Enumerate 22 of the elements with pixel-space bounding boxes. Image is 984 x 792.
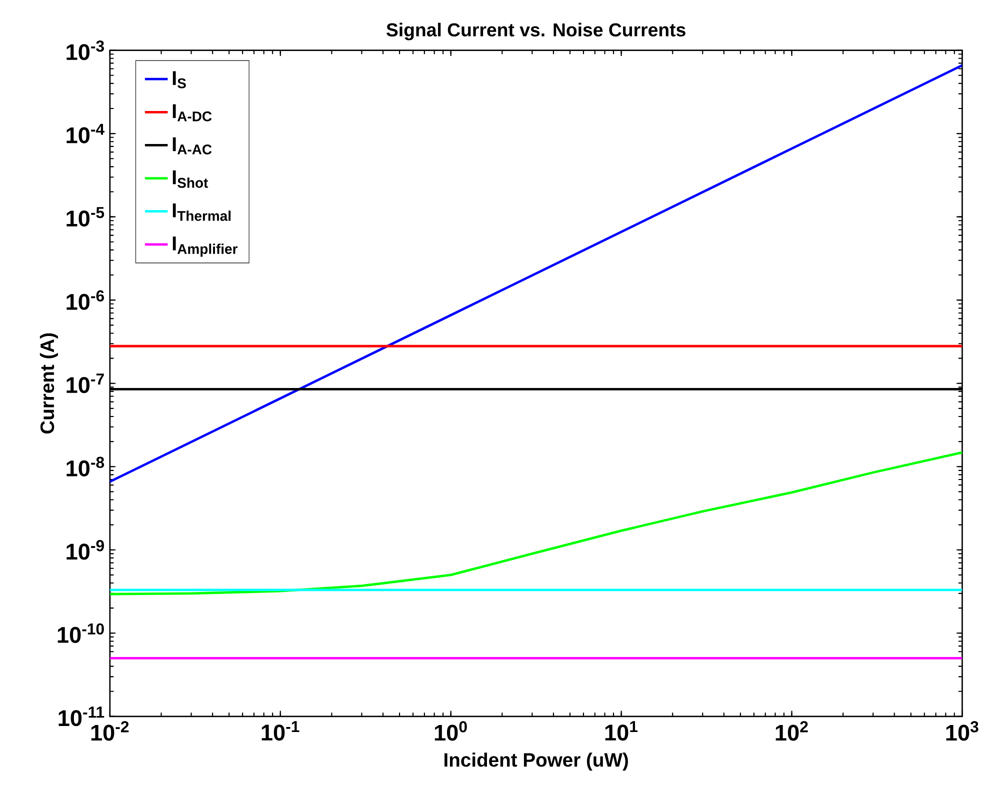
- chart-title: Signal Current vs. Noise Currents: [386, 22, 686, 40]
- y-tick-label: 10$^{-10}$: [58, 623, 104, 643]
- y-tick-label: 10$^{-8}$: [66, 456, 104, 476]
- y-tick-label: 10$^{-5}$: [66, 206, 104, 226]
- y-tick-label: 10$^{-6}$: [66, 290, 104, 310]
- x-tick-label: 10$^{-1}$: [262, 720, 300, 740]
- legend-label: $\mathbf{I}_{\mathbf{Shot}}$: [172, 170, 208, 188]
- y-tick-label: 10$^{-7}$: [66, 373, 104, 393]
- x-tick-label: 10$^{0}$: [434, 720, 467, 741]
- y-tick-label: 10$^{-4}$: [66, 124, 104, 144]
- y-tick-label: 10$^{-3}$: [66, 40, 104, 60]
- legend-label: $\mathbf{I}_{\mathbf{Thermal}}$: [172, 203, 231, 221]
- y-axis-title: Current (A): [40, 333, 58, 434]
- legend-label: $\mathbf{I}_{\mathbf{A\text{-}DC}}$: [172, 104, 212, 122]
- x-tick-label: 10$^{3}$: [946, 720, 978, 741]
- legend-label: $\mathbf{I}_{\mathbf{S}}$: [172, 71, 186, 88]
- x-tick-label: 10$^{1}$: [605, 720, 638, 740]
- y-tick-label: 10$^{-9}$: [66, 540, 104, 560]
- legend-label: $\mathbf{I}_{\mathbf{Amplifier}}$: [172, 236, 238, 257]
- x-axis-title: Incident Power (uW): [444, 752, 628, 770]
- x-tick-label: 10$^{2}$: [776, 720, 808, 741]
- legend-label: $\mathbf{I}_{\mathbf{A\text{-}AC}}$: [172, 137, 212, 154]
